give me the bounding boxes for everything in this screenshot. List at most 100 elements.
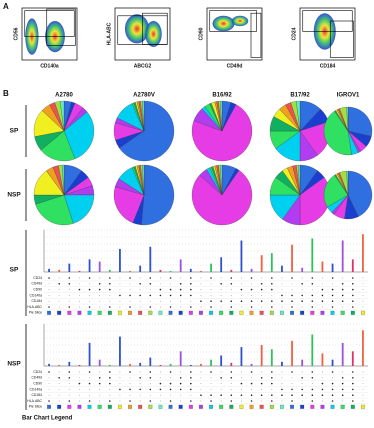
bar <box>189 268 192 272</box>
marker-dot <box>210 371 212 373</box>
bar <box>311 334 314 366</box>
marker-dot <box>341 283 344 285</box>
slice-swatch <box>178 404 183 409</box>
marker-dot <box>109 371 111 373</box>
marker-dot <box>331 300 334 303</box>
marker-dot <box>99 371 101 373</box>
marker-dot <box>200 388 202 390</box>
marker-dot <box>291 383 293 385</box>
marker-dot <box>271 400 273 402</box>
marker-dot <box>48 277 50 279</box>
marker-dot <box>58 383 60 385</box>
marker-dot <box>88 382 91 385</box>
marker-dot <box>200 277 202 279</box>
marker-dot <box>139 383 141 385</box>
marker-dot <box>331 371 334 373</box>
marker-dot <box>159 371 161 373</box>
marker-dot <box>210 377 212 379</box>
marker-dot <box>341 300 344 303</box>
pie-slice <box>346 106 349 132</box>
marker-label: Pie Slice <box>29 311 42 315</box>
marker-dot <box>342 371 344 373</box>
marker-dot <box>129 283 131 285</box>
pie-slice <box>220 164 223 196</box>
marker-dot <box>352 377 354 379</box>
marker-dot <box>281 289 283 291</box>
marker-dot <box>271 294 273 296</box>
marker-dot <box>362 283 364 285</box>
marker-dot <box>159 382 162 385</box>
marker-dot <box>149 289 151 291</box>
slice-swatch <box>300 404 305 409</box>
marker-dot <box>311 277 314 279</box>
panel-label: A <box>3 2 9 11</box>
marker-dot <box>240 288 243 291</box>
marker-dot <box>301 383 303 385</box>
marker-dot <box>261 400 263 402</box>
marker-dot <box>230 277 233 279</box>
chart-row-label: NSP <box>7 361 21 368</box>
slice-swatch <box>340 404 345 409</box>
marker-dot <box>331 394 334 397</box>
marker-dot <box>149 400 152 402</box>
marker-dot <box>220 377 222 379</box>
bar <box>169 270 172 272</box>
marker-dot <box>352 288 354 291</box>
marker-dot <box>58 400 60 402</box>
marker-dot <box>119 394 121 396</box>
marker-dot <box>230 400 233 402</box>
marker-dot <box>281 294 283 297</box>
marker-dot <box>190 388 192 391</box>
marker-dot <box>230 294 232 296</box>
marker-dot <box>240 300 243 303</box>
marker-dot <box>99 277 101 279</box>
x-axis-label: CD140a <box>40 63 59 69</box>
slice-swatch <box>118 404 122 409</box>
marker-dot <box>210 306 212 308</box>
marker-dot <box>139 289 141 291</box>
slice-swatch <box>178 310 183 315</box>
marker-dot <box>331 382 334 385</box>
marker-dot <box>220 300 222 303</box>
marker-dot <box>271 306 273 308</box>
slice-swatch <box>188 404 193 409</box>
marker-dot <box>230 306 233 308</box>
marker-dot <box>68 394 70 396</box>
marker-dot <box>109 288 111 291</box>
marker-dot <box>139 300 141 302</box>
bar <box>331 359 334 366</box>
marker-dot <box>170 394 172 396</box>
marker-dot <box>149 294 152 297</box>
marker-dot <box>169 294 172 297</box>
marker-dot <box>109 382 111 385</box>
marker-dot <box>119 400 121 402</box>
marker-dot <box>260 300 263 303</box>
marker-dot <box>291 388 293 391</box>
marker-dot <box>68 277 71 279</box>
marker-dot <box>129 306 131 308</box>
marker-dot <box>180 277 182 279</box>
marker-dot <box>352 283 354 285</box>
marker-dot <box>250 371 253 373</box>
marker-dot <box>159 283 161 285</box>
marker-dot <box>271 283 273 285</box>
marker-dot <box>240 382 243 385</box>
marker-dot <box>78 382 81 385</box>
bar <box>98 261 101 272</box>
marker-dot <box>48 383 50 385</box>
bar <box>331 263 334 272</box>
marker-dot <box>129 394 131 396</box>
marker-dot <box>321 277 323 279</box>
marker-dot <box>281 377 283 379</box>
marker-dot <box>271 382 273 385</box>
marker-dot <box>240 277 242 279</box>
marker-dot <box>291 289 293 291</box>
marker-dot <box>271 300 273 303</box>
marker-label: CD140a <box>30 387 43 391</box>
marker-dot <box>179 288 182 291</box>
marker-dot <box>250 300 253 303</box>
marker-dot <box>58 294 60 296</box>
marker-dot <box>109 294 111 296</box>
bar <box>341 342 344 366</box>
